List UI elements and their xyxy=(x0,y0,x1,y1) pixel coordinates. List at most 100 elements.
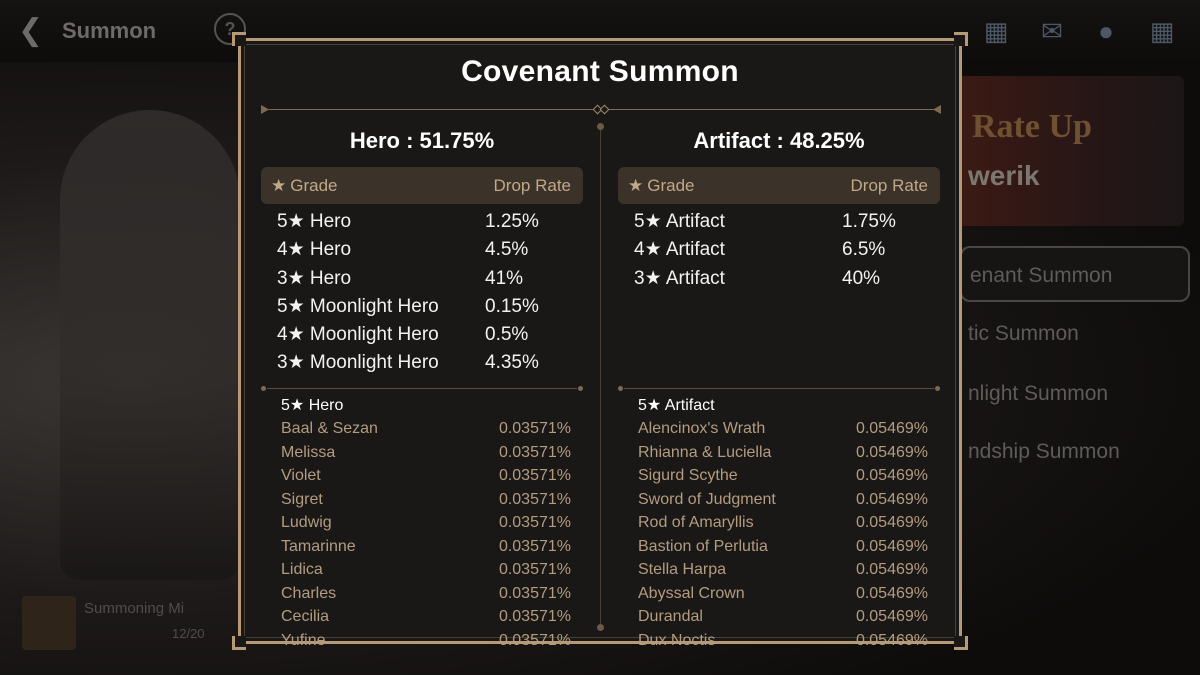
item-name: Alencinox's Wrath xyxy=(638,420,766,437)
item-rate-value: 0.05469% xyxy=(855,490,928,508)
hero-rate-header: Hero : 51.75% xyxy=(349,128,495,153)
grade-name: 4★ Moonlight Hero xyxy=(277,324,439,346)
item-rate-value: 0.05469% xyxy=(855,537,928,555)
grade-label: Grade xyxy=(290,175,338,195)
menu-grid-icon[interactable]: ▦ xyxy=(1149,16,1175,46)
side-menu-moonlight-summon[interactable]: nlight Summon xyxy=(968,382,1109,405)
list-item: Bastion of Perlutia 0.05469% xyxy=(638,535,928,559)
item-rate-value: 0.05469% xyxy=(855,631,928,649)
grade-rate-row: 5★ Moonlight Hero 0.15% xyxy=(277,293,571,321)
item-name: Rhianna & Luciella xyxy=(638,443,772,461)
grade-name: 5★ Hero xyxy=(277,211,352,232)
grade-name: 5★ Artifact xyxy=(634,211,725,232)
list-item: Abyssal Crown 0.05469% xyxy=(638,582,928,606)
artifact-column: Artifact : 48.25% ★ Grade Drop Rate 5★ Ar… xyxy=(618,121,940,652)
list-item: Durandal 0.05469% xyxy=(638,605,928,629)
screen-title: Summon xyxy=(62,18,157,43)
grade-rate-value: 0.5% xyxy=(485,324,529,346)
list-item: Charles 0.03571% xyxy=(281,582,571,606)
help-icon[interactable]: ? xyxy=(214,13,246,45)
item-name: Sigret xyxy=(281,490,323,508)
item-rate-value: 0.03571% xyxy=(498,514,571,531)
item-name: Dux Noctis xyxy=(638,631,716,649)
mail-icon[interactable]: ✉ xyxy=(1041,16,1063,46)
frame-corner xyxy=(232,636,246,650)
back-arrow-icon[interactable]: ❮ xyxy=(18,14,44,47)
list-item: Stella Harpa 0.05469% xyxy=(638,558,928,582)
artifact-grade-rates: 5★ Artifact 1.75% 4★ Artifact 6.5% 3★ Artifa… xyxy=(618,208,940,384)
item-rate-value: 0.03571% xyxy=(498,537,571,555)
item-name: Yufine xyxy=(281,631,326,649)
artifact-rate-header: Artifact : 48.25% xyxy=(693,128,865,153)
item-name: Ludwig xyxy=(281,514,332,531)
item-rate-value: 0.05469% xyxy=(855,584,928,602)
grade-rate-row: 4★ Hero 4.5% xyxy=(277,236,571,264)
item-rate-value: 0.03571% xyxy=(498,561,571,578)
hero-grade-rates: 5★ Hero 1.25% 4★ Hero 4.5% 3★ Hero 41% 5★ Moon… xyxy=(261,208,583,384)
rate-up-label: Rate Up xyxy=(972,108,1092,145)
item-name: Baal & Sezan xyxy=(281,420,378,437)
item-name: Charles xyxy=(281,584,337,602)
grade-name: 3★ Artifact xyxy=(634,267,725,289)
item-name: Cecilia xyxy=(281,608,330,625)
grade-name: 3★ Moonlight Hero xyxy=(277,352,439,374)
item-rate-value: 0.05469% xyxy=(855,608,928,625)
grade-name: 4★ Hero xyxy=(277,239,352,261)
list-item: Lidica 0.03571% xyxy=(281,558,571,582)
grade-rate-row: 3★ Artifact 40% xyxy=(634,265,928,293)
hero-grade-header-bar: ★ Grade Drop Rate xyxy=(261,167,583,204)
section-divider xyxy=(261,384,583,394)
item-name: Violet xyxy=(281,467,321,484)
side-menu-mystic-summon[interactable]: tic Summon xyxy=(968,322,1079,345)
item-rate-value: 0.03571% xyxy=(498,490,571,508)
grade-rate-value: 0.15% xyxy=(485,295,539,317)
list-item: Sigret 0.03571% xyxy=(281,488,571,512)
modal-title: Covenant Summon xyxy=(461,55,739,88)
item-rate-value: 0.03571% xyxy=(498,443,571,461)
chat-icon[interactable]: ● xyxy=(1098,16,1114,46)
drop-rate-modal: Covenant Summon Hero : 51.75% ★ Grade Dro… xyxy=(232,32,968,650)
grade-rate-row: 5★ Artifact 1.75% xyxy=(634,208,928,236)
grade-rate-value: 4.5% xyxy=(485,239,529,261)
list-item: Rod of Amaryllis 0.05469% xyxy=(638,511,928,535)
item-rate-value: 0.05469% xyxy=(855,561,928,578)
list-item: Sword of Judgment 0.05469% xyxy=(638,488,928,512)
list-item: Alencinox's Wrath 0.05469% xyxy=(638,417,928,441)
grade-rate-row: 3★ Hero 41% xyxy=(277,265,571,293)
grade-rate-value: 40% xyxy=(842,267,881,289)
summoning-mission[interactable]: Summoning Mi 12/20 xyxy=(22,592,232,652)
list-item: Ludwig 0.03571% xyxy=(281,511,571,535)
grade-name: 5★ Moonlight Hero xyxy=(277,295,439,317)
item-rate-value: 0.03571% xyxy=(498,584,571,602)
item-name: Stella Harpa xyxy=(638,561,727,578)
rate-up-hero-name: werik xyxy=(968,160,1040,191)
list-item: Baal & Sezan 0.03571% xyxy=(281,417,571,441)
item-name: Lidica xyxy=(281,561,323,578)
item-name: Melissa xyxy=(281,443,336,461)
grade-rate-row: 3★ Moonlight Hero 4.35% xyxy=(277,349,571,377)
grade-name: 3★ Hero xyxy=(277,267,352,289)
list-item: Melissa 0.03571% xyxy=(281,441,571,465)
frame-corner xyxy=(954,32,968,46)
side-menu-friendship-summon[interactable]: ndship Summon xyxy=(968,440,1120,463)
rate-up-banner[interactable] xyxy=(958,76,1184,226)
artifact-item-list: Alencinox's Wrath 0.05469% Rhianna & Lucie… xyxy=(618,417,940,652)
hero-subsection-header: 5★ Hero xyxy=(281,397,344,414)
list-item: Tamarinne 0.03571% xyxy=(281,535,571,559)
inventory-icon[interactable]: ▦ xyxy=(983,16,1009,46)
list-item: Dux Noctis 0.05469% xyxy=(638,629,928,653)
item-name: Tamarinne xyxy=(281,537,356,555)
grade-rate-row: 4★ Artifact 6.5% xyxy=(634,236,928,264)
item-name: Abyssal Crown xyxy=(638,584,745,602)
star-icon: ★ xyxy=(628,175,644,195)
list-item: Sigurd Scythe 0.05469% xyxy=(638,464,928,488)
grade-rate-value: 1.25% xyxy=(485,211,539,232)
grade-rate-row: 4★ Moonlight Hero 0.5% xyxy=(277,321,571,349)
item-name: Rod of Amaryllis xyxy=(638,514,754,531)
item-rate-value: 0.05469% xyxy=(855,467,928,484)
grade-rate-value: 41% xyxy=(485,267,524,289)
side-menu-covenant-summon[interactable]: enant Summon xyxy=(960,246,1190,302)
item-rate-value: 0.05469% xyxy=(855,443,928,461)
mission-count: 12/20 xyxy=(172,626,205,641)
hero-column: Hero : 51.75% ★ Grade Drop Rate 5★ Hero 1.… xyxy=(261,121,583,652)
